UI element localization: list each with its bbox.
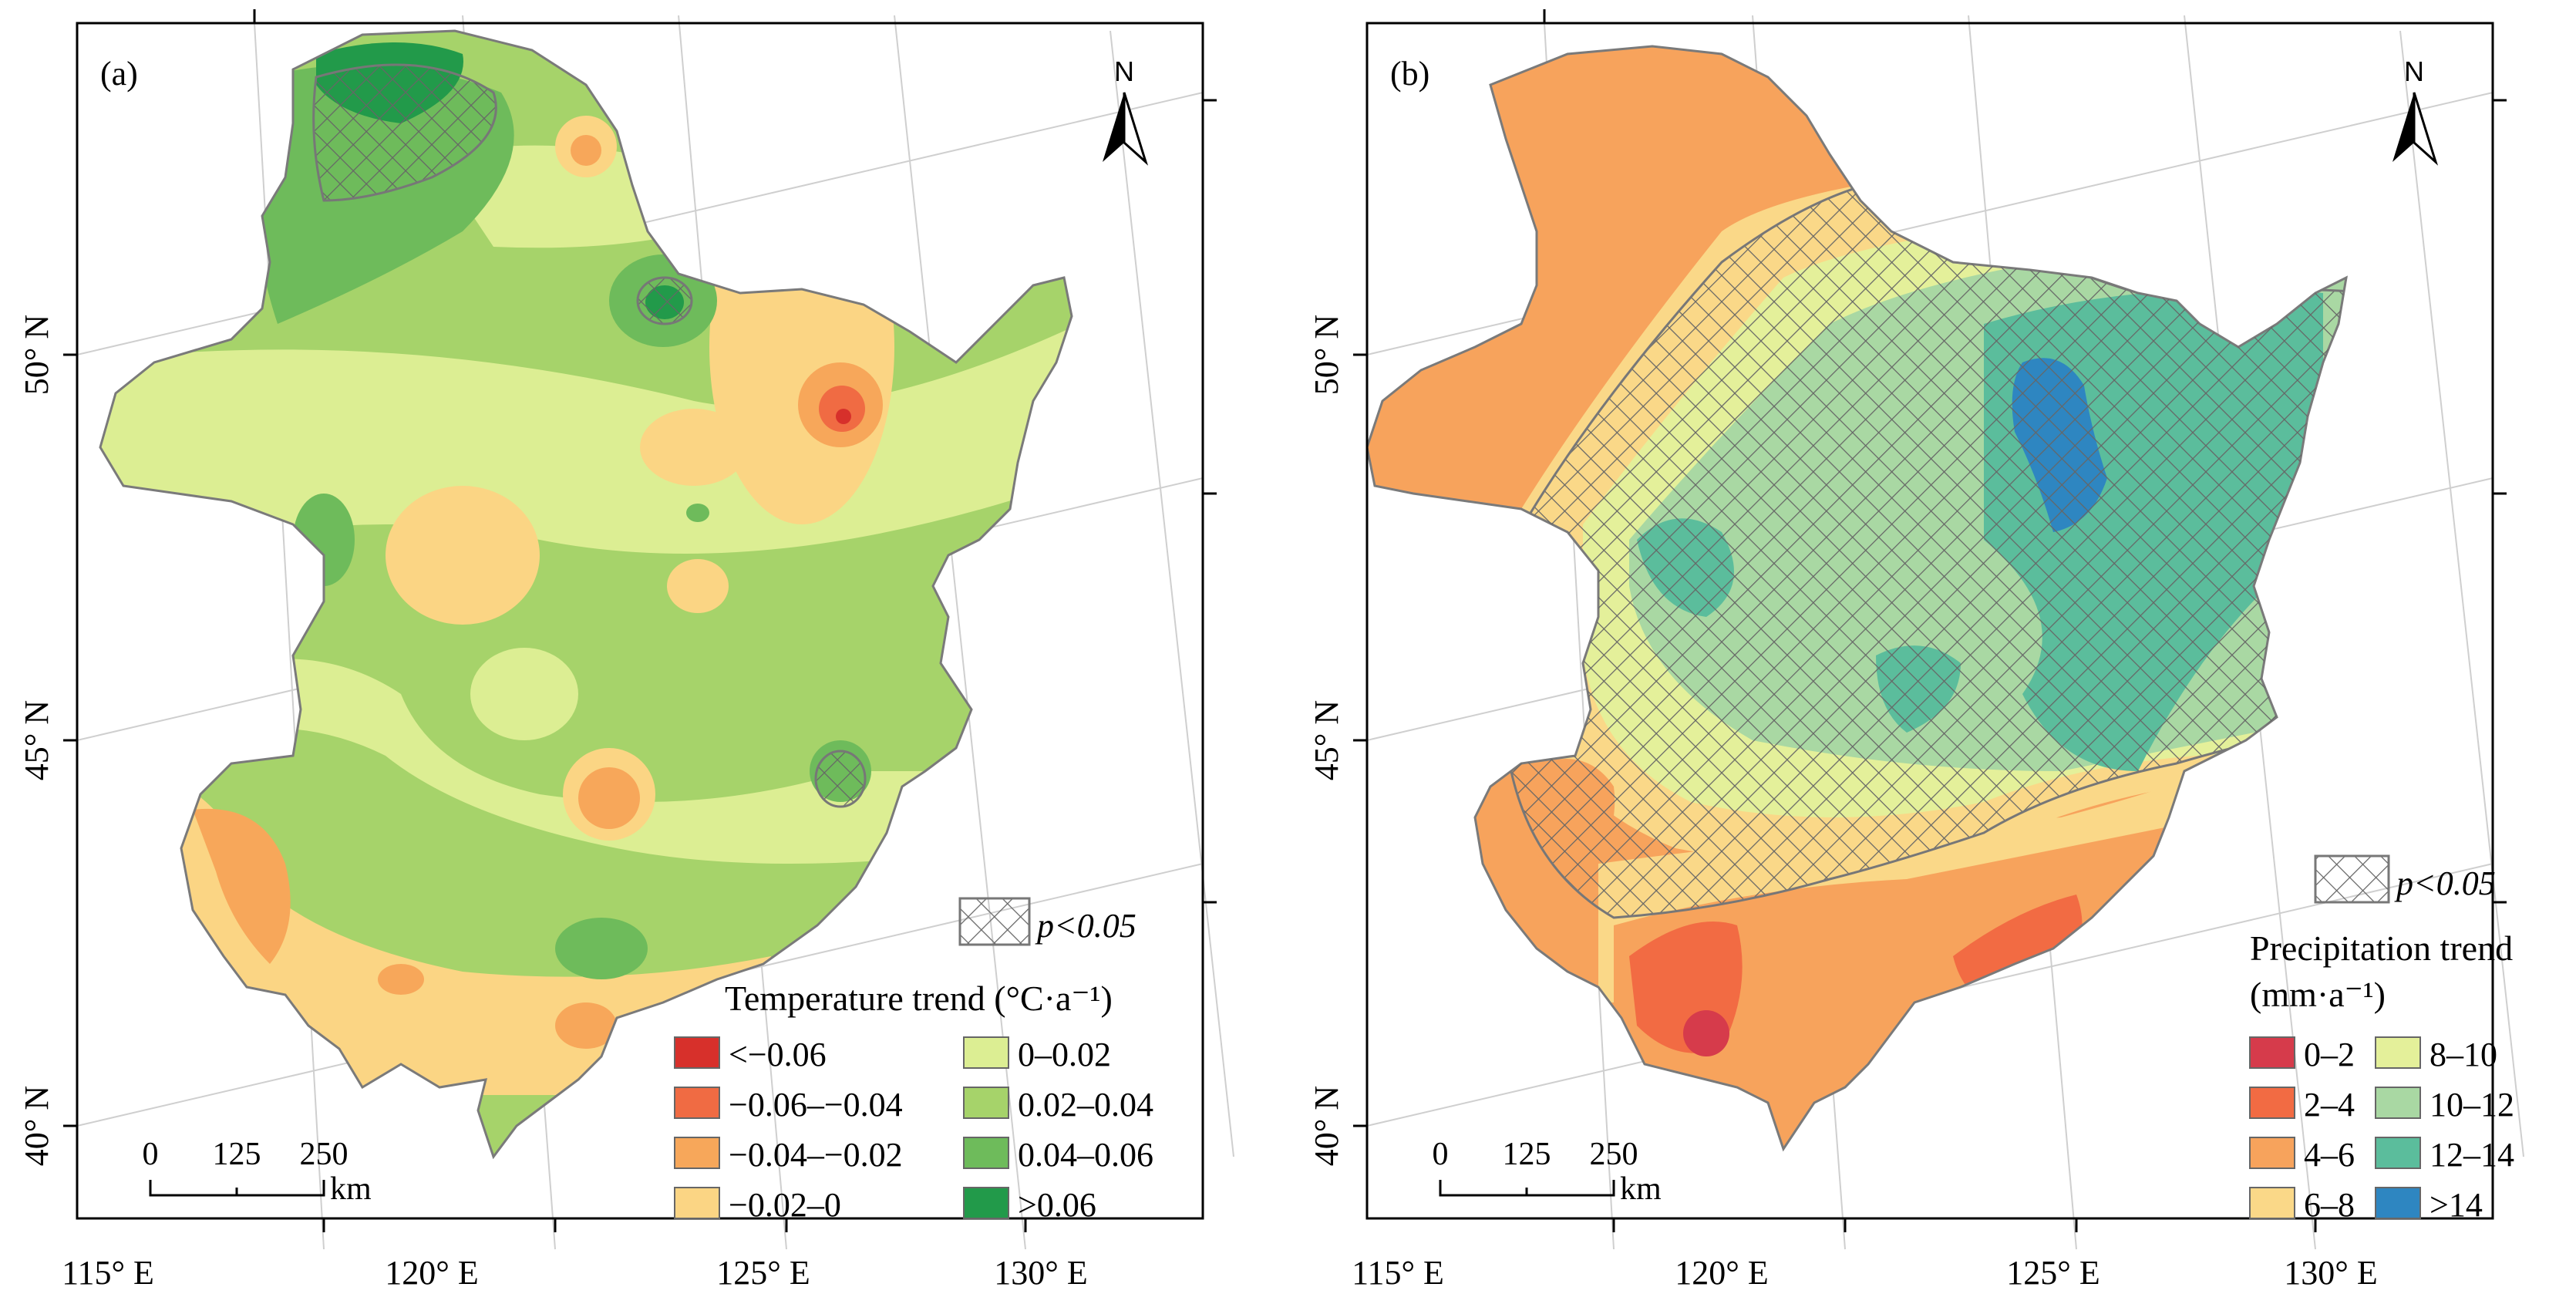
scale-unit: km [330,1171,372,1207]
lon-label-120: 120° E [385,1254,478,1292]
precipitation-trend-map: 50° N 45° N 40° N 115° E 120° E 125° E 1… [1308,9,2524,1292]
legend-label: 0–2 [2304,1036,2355,1073]
legend-label: 0.04–0.06 [1018,1136,1153,1174]
lon-label-130: 130° E [2284,1254,2377,1292]
temperature-trend-map-panel: 50° N 45° N 40° N 115° E 120° E 125° E 1… [0,0,1286,1304]
legend-swatch [674,1137,720,1169]
legend-swatch [963,1187,1009,1219]
legend-label: −0.02–0 [729,1186,841,1224]
north-arrow-icon [1103,92,1149,166]
legend-swatch [2249,1187,2295,1219]
legend-label: 2–4 [2304,1086,2355,1124]
significance-legend-label: p<0.05 [1035,907,1136,945]
lat-label-45: 45° N [18,700,56,780]
significance-legend-swatch [2314,854,2390,904]
panel-label-a: (a) [100,55,138,93]
legend-swatch [2375,1137,2421,1169]
lon-label-125: 125° E [716,1254,810,1292]
legend-swatch [963,1137,1009,1169]
lat-label-50: 50° N [1308,315,1345,395]
legend-label: >14 [2430,1186,2483,1224]
precipitation-trend-map-panel: 50° N 45° N 40° N 115° E 120° E 125° E 1… [1290,0,2576,1304]
scale-label-0: 0 [1433,1137,1449,1172]
temperature-trend-map: 50° N 45° N 40° N 115° E 120° E 125° E 1… [18,9,1234,1292]
scale-label-250: 250 [1590,1137,1638,1172]
significance-legend-swatch [958,897,1031,946]
legend-swatch [2375,1087,2421,1119]
lon-label-120: 120° E [1675,1254,1768,1292]
legend-title-line1: Precipitation trend [2250,928,2513,968]
legend-swatch [674,1187,720,1219]
map-frame [76,22,1204,1220]
lat-label-45: 45° N [1308,700,1345,780]
legend-label: >0.06 [1018,1186,1096,1224]
legend-label: −0.04–−0.02 [729,1136,903,1174]
north-label: N [1114,56,1134,87]
legend-swatch [674,1036,720,1069]
frame-ticks [63,9,1217,1232]
legend-label: 0.02–0.04 [1018,1086,1153,1124]
legend-label: 8–10 [2430,1036,2497,1073]
legend-label: −0.06–−0.04 [729,1086,903,1124]
scale-bar: 0 125 250 km [1433,1137,1662,1207]
legend-swatch [674,1087,720,1119]
legend-label: 0–0.02 [1018,1036,1111,1073]
legend-label: 6–8 [2304,1186,2355,1224]
legend-title-line2: (mm·a⁻¹) [2250,975,2386,1014]
lon-label-130: 130° E [994,1254,1087,1292]
significance-hatch-areas [312,63,867,808]
legend-label: 10–12 [2430,1086,2514,1124]
lon-label-115: 115° E [1352,1254,1444,1292]
scale-bar: 0 125 250 km [143,1137,372,1207]
legend-swatch [2249,1036,2295,1069]
panel-label-b: (b) [1390,55,1429,93]
legend-swatch [2249,1087,2295,1119]
legend-label: 12–14 [2430,1136,2514,1174]
legend-swatch [2375,1187,2421,1219]
lon-label-115: 115° E [62,1254,154,1292]
legend-swatch [963,1036,1009,1069]
precipitation-legend: 0–2 2–4 4–6 6–8 8–10 10–12 12–14 >14 [2249,1036,2514,1224]
scale-label-125: 125 [213,1137,261,1172]
legend-swatch [2249,1137,2295,1169]
significance-legend-label: p<0.05 [2394,864,2496,902]
map-frame [1365,22,2494,1220]
lat-label-40: 40° N [1308,1086,1345,1166]
north-label: N [2404,56,2424,87]
lat-label-50: 50° N [18,315,56,395]
frame-ticks [1353,9,2507,1232]
legend-label: 4–6 [2304,1136,2355,1174]
temperature-legend: <−0.06 −0.06–−0.04 −0.04–−0.02 −0.02–0 0… [674,1036,1153,1224]
scale-unit: km [1620,1171,1662,1207]
scale-label-125: 125 [1503,1137,1551,1172]
legend-swatch [963,1087,1009,1119]
north-arrow-icon [2392,92,2439,166]
scale-label-250: 250 [300,1137,349,1172]
scale-label-0: 0 [143,1137,159,1172]
legend-swatch [2375,1036,2421,1069]
lon-label-125: 125° E [2006,1254,2100,1292]
legend-title: Temperature trend (°C·a⁻¹) [725,979,1113,1018]
lat-label-40: 40° N [18,1086,56,1166]
legend-label: <−0.06 [729,1036,827,1073]
